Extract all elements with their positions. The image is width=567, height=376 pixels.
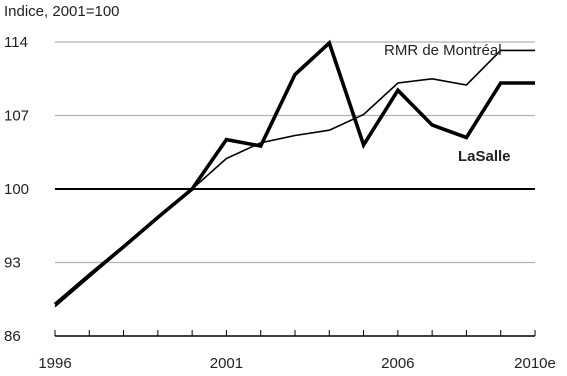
series-lines [53, 39, 535, 308]
x-axis: 1996 2001 2006 2010e [38, 330, 556, 372]
series-label-rmr-de-montreal: RMR de Montréal [384, 42, 502, 59]
series-line-rmr-de-montreal [54, 49, 535, 308]
x-tick-label-2010e: 2010e [514, 355, 556, 372]
x-tick-label-2001: 2001 [210, 355, 243, 372]
gridlines [55, 41, 535, 264]
x-tick-label-1996: 1996 [38, 355, 71, 372]
y-tick-label-93: 93 [4, 255, 21, 272]
y-axis-label: Indice, 2001=100 [4, 3, 120, 20]
y-tick-labels: 86 93 100 107 114 [4, 34, 29, 345]
series-label-lasalle: LaSalle [458, 148, 511, 165]
y-tick-label-86: 86 [4, 328, 21, 345]
y-tick-label-100: 100 [4, 181, 29, 198]
y-tick-label-107: 107 [4, 108, 29, 125]
y-tick-label-114: 114 [4, 34, 28, 51]
series-line-lasalle [53, 39, 535, 306]
x-tick-label-2006: 2006 [381, 355, 414, 372]
